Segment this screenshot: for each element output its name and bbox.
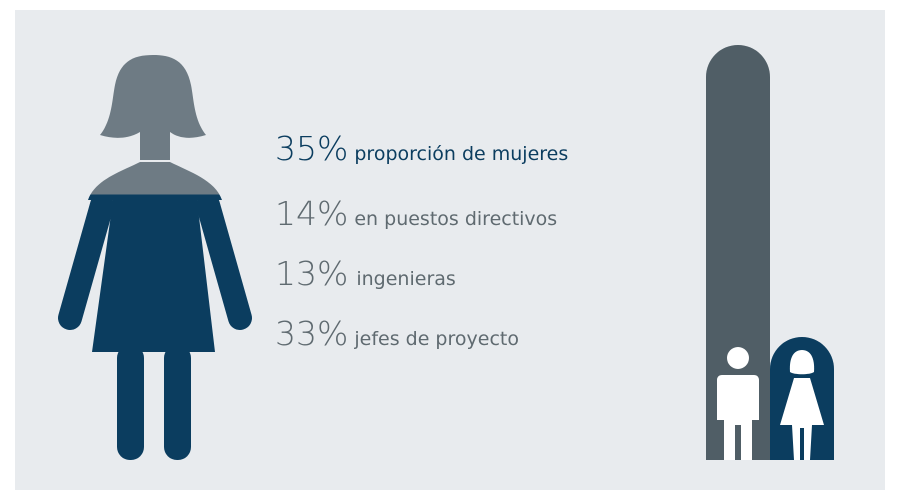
stats: 35% proporción de mujeres 14% en puestos d… (275, 129, 568, 353)
stat-row: 35% proporción de mujeres (275, 129, 568, 168)
gender-bars (706, 45, 834, 460)
stat-value: 14% (275, 194, 348, 233)
stat-row: 33% jefes de proyecto (275, 314, 519, 353)
stat-value: 33% (275, 314, 348, 353)
stat-label: jefes de proyecto (353, 328, 519, 350)
woman-icon (58, 55, 252, 460)
stat-row: 14% en puestos directivos (275, 194, 557, 233)
stat-value: 35% (275, 129, 348, 168)
girl-icon (780, 350, 824, 460)
stat-value: 13% (275, 254, 348, 293)
man-icon (717, 347, 759, 460)
stat-row: 13% ingenieras (275, 254, 456, 293)
stat-label: proporción de mujeres (354, 143, 568, 165)
stat-label: ingenieras (356, 268, 455, 290)
stat-label: en puestos directivos (354, 208, 557, 230)
men-bar (706, 45, 770, 460)
